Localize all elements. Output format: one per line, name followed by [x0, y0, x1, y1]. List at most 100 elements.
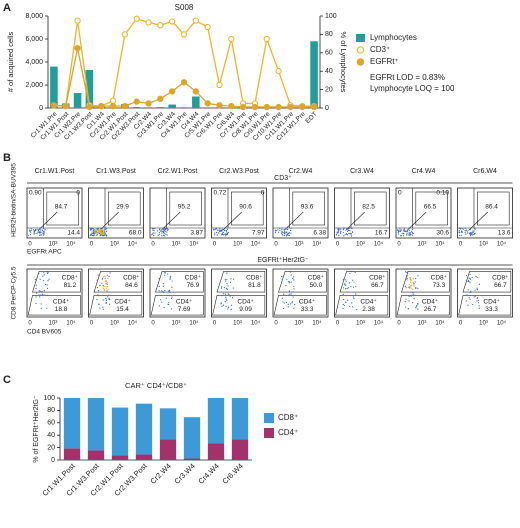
event-dot — [291, 301, 294, 303]
event-dot — [152, 228, 154, 230]
event-dot — [474, 233, 476, 235]
event-dot — [406, 230, 409, 232]
event-dot — [416, 305, 418, 307]
event-dot — [476, 297, 478, 300]
gate-value: 26.7 — [424, 306, 437, 313]
event-dot — [469, 232, 471, 234]
event-dot — [352, 286, 355, 288]
gate-label: CD8⁺ — [185, 274, 202, 281]
x-tick-label: 10³ — [356, 242, 365, 248]
gate — [401, 271, 450, 293]
event-dot — [102, 287, 104, 289]
event-dot — [152, 233, 154, 235]
event-dot — [280, 232, 282, 234]
event-dot — [225, 280, 227, 282]
x-tick-label: 0 — [336, 321, 340, 327]
event-dot — [162, 282, 164, 285]
event-dot — [351, 302, 353, 304]
event-dot — [171, 296, 173, 298]
event-dot — [91, 231, 93, 233]
section-header: CD3⁺ — [274, 175, 292, 182]
event-dot — [281, 230, 283, 233]
event-dot — [281, 228, 283, 231]
point — [263, 103, 270, 111]
event-dot — [30, 228, 32, 230]
event-dot — [101, 227, 104, 229]
event-dot — [104, 277, 106, 279]
gate — [212, 295, 266, 316]
event-dot — [415, 277, 417, 280]
event-dot — [161, 235, 163, 237]
event-dot — [397, 233, 400, 235]
gate-value: 0.10 — [436, 190, 449, 197]
gate-pointer — [468, 211, 488, 231]
event-dot — [104, 227, 106, 229]
event-dot — [107, 277, 109, 280]
event-dot — [221, 233, 223, 235]
event-dot — [43, 227, 45, 230]
event-dot — [35, 284, 38, 286]
annotation: EGFRt LOD = 0.83% — [370, 73, 445, 82]
gate — [335, 295, 389, 316]
panel-label: B — [3, 152, 11, 164]
event-dot — [399, 230, 401, 232]
event-dot — [288, 291, 290, 293]
event-dot — [287, 306, 289, 308]
event-dot — [337, 228, 339, 230]
event-dot — [107, 288, 109, 290]
event-dot — [288, 293, 290, 295]
point — [121, 31, 129, 38]
event-dot — [96, 230, 98, 232]
event-dot — [99, 284, 101, 286]
event-dot — [96, 286, 99, 289]
event-dot — [227, 308, 229, 310]
x-tick-label: 10³ — [233, 242, 242, 248]
event-dot — [92, 229, 95, 232]
event-dot — [163, 306, 165, 309]
event-dot — [43, 234, 45, 236]
event-dot — [153, 234, 155, 237]
event-dot — [37, 230, 39, 232]
event-dot — [219, 231, 221, 233]
event-dot — [164, 274, 166, 276]
event-dot — [408, 295, 410, 297]
event-dot — [230, 278, 232, 280]
gate-value: 33.3 — [485, 306, 498, 313]
gate-value: 7.69 — [178, 306, 191, 313]
gate-value: 33.3 — [301, 306, 314, 313]
x-tick-label: 0 — [90, 321, 94, 327]
event-dot — [216, 234, 218, 236]
event-dot — [281, 227, 283, 229]
event-dot — [349, 272, 351, 275]
point — [133, 98, 140, 105]
event-dot — [169, 278, 171, 280]
event-dot — [35, 279, 37, 281]
event-dot — [93, 234, 95, 236]
event-dot — [340, 228, 342, 230]
event-dot — [338, 234, 340, 236]
gate — [89, 295, 143, 316]
event-dot — [92, 234, 94, 237]
event-dot — [336, 232, 338, 234]
gate-value: 66.7 — [494, 282, 507, 289]
legend-label: Lymphocytes — [370, 33, 417, 42]
event-dot — [36, 292, 38, 294]
event-dot — [42, 275, 44, 277]
x-axis-label: EGFRt APC — [27, 249, 62, 256]
event-dot — [40, 294, 42, 296]
event-dot — [281, 297, 284, 299]
gate-label: CD8⁺ — [369, 274, 386, 281]
event-dot — [28, 234, 30, 236]
flow-plot — [88, 268, 144, 318]
x-tick-label: 10³ — [356, 321, 365, 327]
gate-value: 14.4 — [67, 230, 80, 237]
event-dot — [164, 230, 166, 232]
event-dot — [477, 299, 480, 301]
event-dot — [345, 280, 347, 282]
gate-value: 81.2 — [64, 282, 77, 289]
event-dot — [345, 284, 347, 286]
x-tick-label: 10⁴ — [312, 320, 322, 327]
gate — [32, 271, 81, 293]
event-dot — [468, 277, 470, 279]
event-dot — [171, 286, 173, 288]
